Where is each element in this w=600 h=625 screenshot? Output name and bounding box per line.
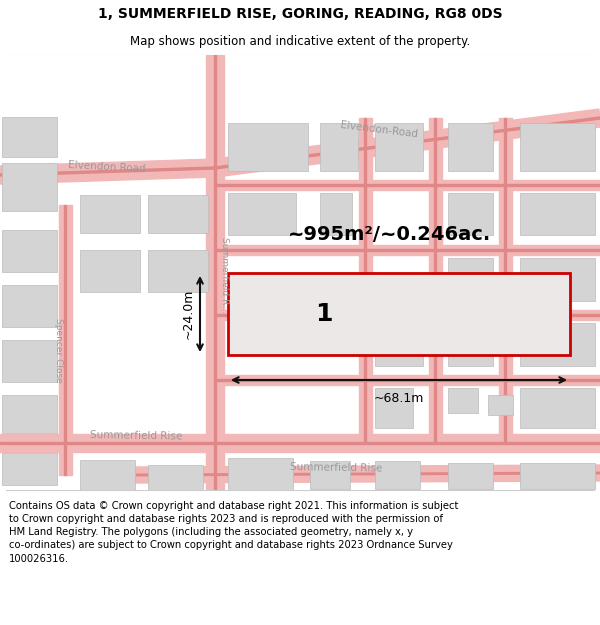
Polygon shape: [215, 379, 600, 381]
Bar: [148, 465, 203, 495]
Polygon shape: [214, 109, 600, 177]
Text: Summerfield Rise: Summerfield Rise: [90, 430, 182, 442]
Text: Spencer Close: Spencer Close: [53, 318, 62, 382]
Bar: [448, 323, 493, 366]
Bar: [2, 163, 57, 211]
Bar: [375, 123, 423, 171]
Polygon shape: [215, 184, 600, 186]
Bar: [375, 323, 423, 366]
Bar: [80, 250, 140, 292]
Text: ~995m²/~0.246ac.: ~995m²/~0.246ac.: [288, 226, 491, 244]
Bar: [448, 193, 493, 235]
Bar: [488, 395, 513, 415]
Polygon shape: [499, 118, 511, 443]
Text: Summerfield Rise: Summerfield Rise: [290, 462, 382, 474]
Bar: [320, 193, 352, 235]
Bar: [228, 123, 308, 171]
Polygon shape: [504, 118, 506, 443]
Bar: [448, 123, 493, 171]
Bar: [375, 388, 413, 428]
Polygon shape: [130, 472, 600, 476]
Bar: [448, 463, 493, 489]
Bar: [375, 461, 420, 489]
Bar: [448, 388, 478, 413]
Polygon shape: [215, 117, 600, 169]
Bar: [520, 388, 595, 428]
Polygon shape: [214, 55, 216, 490]
Bar: [320, 123, 358, 171]
Polygon shape: [206, 55, 224, 490]
Polygon shape: [215, 310, 600, 320]
Polygon shape: [434, 118, 436, 443]
Bar: [2, 340, 57, 382]
Bar: [520, 123, 595, 171]
Polygon shape: [364, 118, 366, 443]
Text: Elvendon-Road: Elvendon-Road: [340, 120, 419, 140]
Bar: [520, 323, 595, 366]
Polygon shape: [215, 180, 600, 190]
Text: Contains OS data © Crown copyright and database right 2021. This information is : Contains OS data © Crown copyright and d…: [9, 501, 458, 564]
Text: 1, SUMMERFIELD RISE, GORING, READING, RG8 0DS: 1, SUMMERFIELD RISE, GORING, READING, RG…: [98, 7, 502, 21]
Bar: [148, 195, 208, 233]
Bar: [520, 258, 595, 301]
Polygon shape: [215, 245, 600, 255]
Bar: [228, 458, 293, 490]
Bar: [2, 117, 57, 157]
Polygon shape: [0, 442, 600, 444]
Bar: [228, 193, 296, 235]
Polygon shape: [130, 465, 600, 483]
Polygon shape: [215, 375, 600, 385]
Bar: [2, 230, 57, 272]
Polygon shape: [0, 434, 600, 452]
Text: Map shows position and indicative extent of the property.: Map shows position and indicative extent…: [130, 35, 470, 48]
Text: 1: 1: [315, 302, 332, 326]
Bar: [148, 250, 208, 292]
Text: ~24.0m: ~24.0m: [182, 289, 195, 339]
Polygon shape: [64, 205, 66, 475]
Bar: [520, 193, 595, 235]
Bar: [310, 461, 350, 489]
Text: Summerfield R…: Summerfield R…: [220, 237, 229, 313]
Polygon shape: [215, 314, 600, 316]
Bar: [2, 453, 57, 485]
Bar: [2, 395, 57, 433]
Polygon shape: [0, 159, 215, 184]
Bar: [80, 195, 140, 233]
Polygon shape: [0, 167, 215, 176]
Text: ~68.1m: ~68.1m: [374, 392, 424, 405]
Bar: [448, 258, 493, 301]
Bar: [228, 273, 570, 355]
Text: Elvendon Road: Elvendon Road: [68, 160, 146, 174]
Polygon shape: [428, 118, 442, 443]
Bar: [80, 460, 135, 490]
Bar: [520, 463, 595, 489]
Polygon shape: [359, 118, 371, 443]
Bar: [2, 285, 57, 327]
Polygon shape: [59, 205, 71, 475]
Polygon shape: [215, 249, 600, 251]
